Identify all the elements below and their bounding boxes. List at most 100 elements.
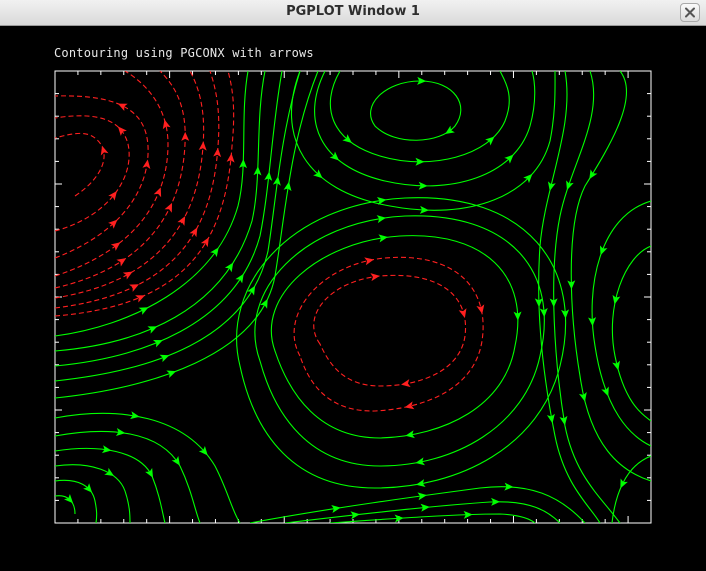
arrow-head bbox=[599, 245, 608, 256]
arrow-head bbox=[164, 202, 173, 213]
plot-title: Contouring using PGCONX with arrows bbox=[54, 46, 314, 60]
arrow-head bbox=[485, 136, 495, 146]
arrow-head bbox=[210, 247, 219, 258]
arrow-head bbox=[445, 125, 455, 134]
contour-neg-7 bbox=[55, 71, 220, 309]
plot-canvas: Contouring using PGCONX with arrows bbox=[0, 26, 706, 571]
close-icon bbox=[685, 7, 695, 18]
arrow-head bbox=[612, 360, 620, 371]
contour-pos-4 bbox=[55, 71, 301, 382]
arrow-head bbox=[110, 242, 121, 251]
contour-pos-br bbox=[611, 455, 651, 523]
arrow-head bbox=[283, 181, 292, 192]
contour-neg-6 bbox=[55, 71, 205, 299]
contour-pos-right-5 bbox=[538, 71, 601, 523]
arrow-head bbox=[405, 430, 415, 439]
arrow-head bbox=[523, 173, 533, 184]
arrow-head bbox=[491, 497, 501, 506]
negative-contours bbox=[55, 71, 484, 412]
contour-pos-bottom-6 bbox=[55, 495, 76, 515]
arrow-head bbox=[420, 503, 430, 512]
arrow-head bbox=[415, 157, 425, 166]
arrow-head bbox=[101, 445, 112, 454]
contour-pos-top-3 bbox=[314, 71, 536, 187]
contour-neg-4 bbox=[55, 71, 169, 277]
arrow-head bbox=[331, 505, 341, 513]
arrow-head bbox=[504, 482, 514, 491]
arrow-head bbox=[226, 153, 235, 163]
contour-neg-center-2 bbox=[293, 256, 484, 412]
arrow-head bbox=[415, 457, 425, 466]
frame-ticks bbox=[54, 70, 652, 524]
arrow-head bbox=[394, 514, 404, 523]
contour-pos-bottom-8 bbox=[284, 501, 561, 523]
arrow-head bbox=[272, 176, 281, 186]
contour-pos-bottom-7 bbox=[249, 486, 586, 523]
arrow-head bbox=[153, 187, 162, 198]
contour-pos-ring-3 bbox=[236, 197, 567, 489]
arrow-head bbox=[504, 154, 514, 164]
contour-pos-ring-2 bbox=[254, 215, 545, 467]
arrow-head bbox=[152, 339, 163, 348]
arrow-head bbox=[559, 415, 568, 426]
arrow-head bbox=[561, 309, 570, 319]
arrow-head bbox=[463, 510, 473, 519]
arrow-head bbox=[418, 181, 428, 190]
arrow-head bbox=[224, 262, 234, 273]
arrow-head bbox=[415, 479, 426, 488]
contour-plot bbox=[54, 70, 652, 524]
arrow-head bbox=[122, 271, 133, 280]
arrow-head bbox=[601, 386, 609, 397]
contour-pos-3 bbox=[55, 71, 283, 367]
contour-neg-5 bbox=[55, 71, 186, 289]
arrow-head bbox=[135, 295, 145, 303]
arrow-head bbox=[350, 511, 360, 520]
arrow-head bbox=[177, 216, 186, 226]
contour-pos-bottom-3 bbox=[55, 447, 166, 523]
arrow-head bbox=[401, 379, 411, 388]
title-bar[interactable]: PGPLOT Window 1 bbox=[0, 0, 706, 26]
arrow-head bbox=[213, 147, 222, 158]
arrow-head bbox=[235, 273, 244, 284]
arrow-head bbox=[115, 428, 126, 436]
arrow-head bbox=[567, 280, 576, 290]
contour-neg-2 bbox=[55, 115, 130, 232]
arrow-head bbox=[578, 391, 587, 402]
arrow-head bbox=[108, 219, 118, 229]
arrow-head bbox=[198, 141, 207, 151]
arrow-head bbox=[104, 467, 115, 477]
contour-pos-right-3 bbox=[570, 71, 651, 482]
arrow-head bbox=[189, 227, 198, 238]
contour-pos-bottom-2 bbox=[55, 430, 201, 523]
contour-pos-right-1 bbox=[611, 245, 651, 422]
arrow-head bbox=[108, 191, 117, 201]
arrow-head bbox=[117, 103, 128, 112]
contour-pos-right-2 bbox=[591, 200, 651, 447]
arrow-head bbox=[171, 455, 180, 466]
arrow-head bbox=[476, 304, 485, 314]
arrow-head bbox=[566, 180, 574, 191]
arrow-head bbox=[116, 258, 127, 267]
arrow-head bbox=[404, 401, 415, 410]
contour-arrows bbox=[64, 76, 628, 523]
arrow-head bbox=[620, 478, 628, 489]
positive-contours bbox=[55, 71, 651, 523]
arrow-head bbox=[547, 181, 556, 192]
arrow-head bbox=[549, 298, 558, 308]
arrow-head bbox=[539, 307, 548, 318]
arrow-head bbox=[513, 311, 522, 321]
arrow-head bbox=[239, 159, 248, 169]
arrow-head bbox=[162, 119, 171, 130]
contour-neg-1 bbox=[55, 132, 105, 197]
arrow-head bbox=[130, 411, 140, 420]
contour-neg-center-1 bbox=[313, 274, 467, 387]
arrow-head bbox=[145, 467, 154, 478]
arrow-head bbox=[370, 273, 380, 282]
contour-neg-3 bbox=[55, 95, 149, 259]
close-button[interactable] bbox=[680, 3, 700, 22]
contour-pos-ring-1 bbox=[270, 235, 519, 439]
arrow-head bbox=[612, 294, 621, 305]
arrow-head bbox=[83, 483, 93, 493]
contour-pos-bottom-1 bbox=[55, 412, 241, 523]
arrow-head bbox=[458, 308, 467, 318]
